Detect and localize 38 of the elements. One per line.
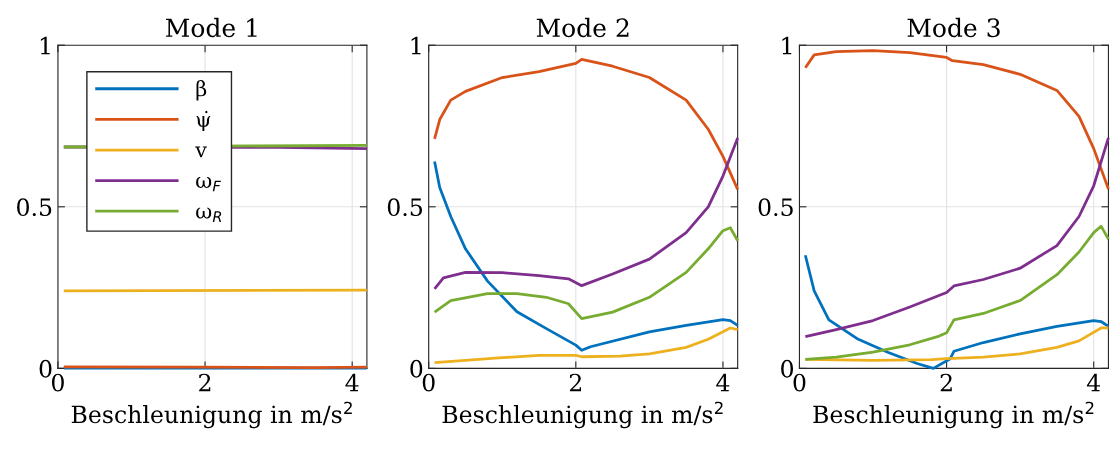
x-tick-label: 4 <box>716 373 730 392</box>
x-tick-label: 2 <box>940 373 952 392</box>
line-series <box>433 226 740 320</box>
chart-title: Mode 2 <box>536 17 629 38</box>
y-tick-label: 0 <box>410 359 423 378</box>
line-series <box>803 49 1110 191</box>
legend-label: β <box>196 80 207 101</box>
y-tick-label: 0.5 <box>758 198 793 217</box>
x-tick-label: 0 <box>51 373 64 392</box>
x-tick-label: 4 <box>345 373 359 392</box>
line-series <box>433 136 740 291</box>
y-tick-label: 1 <box>40 36 50 55</box>
line-series <box>433 160 740 352</box>
line-series <box>433 58 740 191</box>
line-series <box>803 136 1110 339</box>
y-tick-label: 1 <box>782 36 792 55</box>
x-tick-label: 2 <box>569 373 582 392</box>
x-axis-title: Beschleunigung in m/s$^{2}$ <box>71 401 352 429</box>
y-tick-label: 0 <box>781 359 794 378</box>
y-tick-label: 0 <box>39 359 52 378</box>
x-tick-label: 4 <box>1086 373 1101 392</box>
x-tick-label: 0 <box>422 373 435 392</box>
x-axis-title: Beschleunigung in m/s$^{2}$ <box>442 401 723 429</box>
line-series <box>433 326 740 364</box>
legend-label: v <box>195 146 207 158</box>
legend-label: ω$_{R}$ <box>196 207 222 222</box>
chart-title: Mode 1 <box>166 17 257 38</box>
legend-label: ω$_{F}$ <box>196 177 221 192</box>
y-tick-label: 0.5 <box>17 198 52 217</box>
line-series <box>803 224 1110 361</box>
y-tick-label: 0.5 <box>387 198 423 217</box>
x-tick-label: 0 <box>793 373 806 392</box>
x-axis-title: Beschleunigung in m/s$^{2}$ <box>813 401 1094 429</box>
line-series <box>803 253 1110 370</box>
y-tick-label: 1 <box>411 36 421 55</box>
chart-title: Mode 3 <box>907 17 1000 38</box>
x-tick-label: 2 <box>199 373 211 392</box>
legend-label: ψ̇ <box>196 110 211 132</box>
